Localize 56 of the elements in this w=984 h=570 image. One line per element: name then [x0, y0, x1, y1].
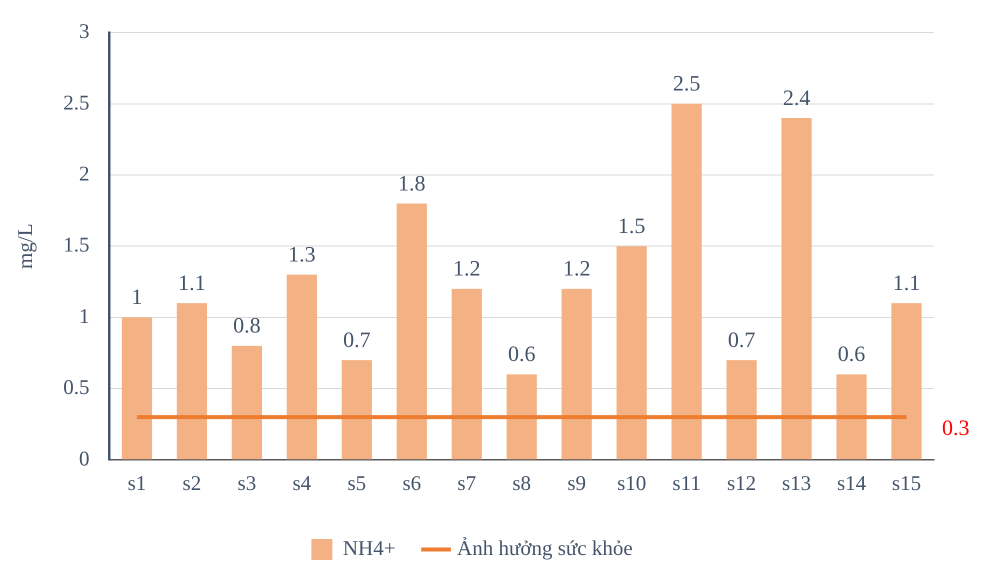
data-label: 2.4	[782, 84, 810, 110]
data-label: 0.7	[728, 326, 756, 352]
bar	[836, 374, 867, 460]
legend-label: NH4+	[342, 536, 396, 560]
x-tick-label: s10	[617, 470, 646, 495]
x-tick-label: s7	[457, 470, 476, 495]
bar	[232, 346, 262, 460]
y-tick-label: 2.5	[63, 90, 90, 114]
bar	[891, 303, 922, 460]
data-label: 1.2	[562, 256, 590, 281]
y-tick-label: 2	[78, 162, 90, 186]
bar	[506, 374, 537, 460]
x-tick-label: s12	[727, 470, 756, 495]
data-label: 0.6	[508, 341, 536, 366]
x-tick-label: s8	[512, 470, 532, 495]
data-label: 1	[131, 284, 142, 310]
bar	[342, 360, 372, 460]
y-tick-label: 3	[78, 19, 90, 44]
bar	[672, 104, 702, 460]
x-tick-label: s9	[567, 470, 586, 495]
y-axis-title: mg/L	[13, 223, 38, 269]
data-label: 0.6	[838, 341, 866, 366]
x-tick-label: s11	[672, 470, 701, 495]
bar	[781, 118, 812, 460]
data-label: 1.3	[288, 241, 316, 266]
bar	[452, 288, 482, 460]
data-label: 1.1	[892, 270, 920, 295]
data-label: 1.2	[453, 256, 481, 281]
data-label: 1.5	[618, 212, 646, 238]
y-tick-label: 0	[78, 446, 90, 470]
x-tick-label: s1	[128, 470, 146, 495]
data-label: 0.8	[233, 312, 261, 338]
y-tick-label: 1	[78, 304, 90, 328]
data-label: 0.7	[343, 326, 371, 352]
x-tick-label: s13	[782, 470, 812, 495]
bar	[122, 317, 152, 460]
data-label: 1.8	[398, 170, 426, 196]
bar	[616, 246, 647, 460]
x-tick-label: s2	[182, 470, 202, 495]
bar	[176, 303, 208, 460]
bar	[562, 288, 592, 460]
data-label: 1.1	[178, 270, 206, 295]
bar	[396, 203, 427, 460]
x-tick-label: s14	[836, 470, 867, 495]
y-tick-label: 1.5	[63, 232, 90, 257]
legend-label: Ảnh hưởng sức khỏe	[457, 536, 633, 560]
data-label: 2.5	[672, 70, 700, 96]
data-label: 0.3	[942, 414, 970, 440]
bar	[286, 274, 317, 460]
x-tick-label: s6	[402, 470, 422, 495]
bar	[726, 360, 757, 460]
x-tick-label: s3	[238, 470, 256, 495]
x-tick-label: s5	[347, 470, 366, 495]
y-tick-label: 0.5	[63, 375, 90, 400]
x-tick-label: s4	[292, 470, 312, 495]
x-tick-label: s15	[892, 470, 922, 495]
